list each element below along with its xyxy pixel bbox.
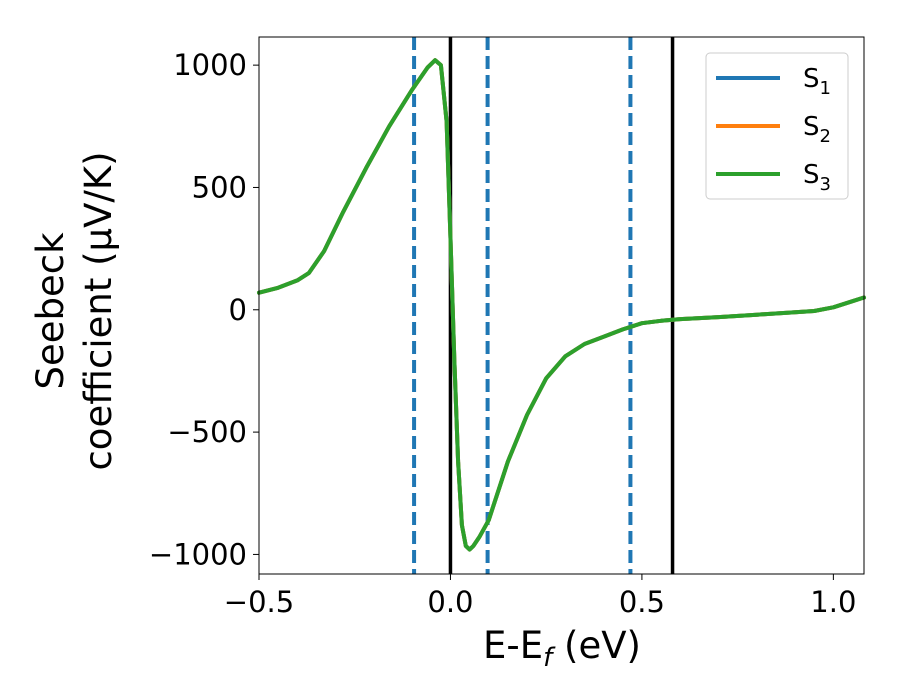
y-tick-label: −1000 [149,537,247,571]
y-tick-label: −500 [167,415,247,449]
legend-label-s1: S1 [803,64,831,99]
x-tick-label: −0.5 [224,585,294,619]
y-axis-label-line2: coefficient (μV/K) [77,151,120,470]
vertical-lines [412,37,675,574]
legend-label-s3: S3 [803,160,831,195]
plot-area-frame [258,36,865,575]
legend-label-s2: S2 [803,112,831,147]
legend: S1 S2 S3 [705,52,849,200]
y-axis-ticks: −1000 −500 0 500 1000 [149,48,259,571]
x-tick-label: 0.5 [619,585,665,619]
y-axis-label: Seebeck coefficient (μV/K) [29,151,120,470]
series-lines [257,58,866,552]
x-axis-label: E-Ef (eV) [483,624,641,673]
x-tick-label: 0.0 [427,585,473,619]
y-axis-label-line1: Seebeck [29,232,72,390]
y-tick-label: 500 [192,170,247,204]
y-tick-label: 0 [229,293,247,327]
y-tick-label: 1000 [173,48,247,82]
x-axis-ticks: −0.5 0.0 0.5 1.0 [224,574,856,619]
x-tick-label: 1.0 [810,585,856,619]
series-line-s3 [257,58,866,552]
